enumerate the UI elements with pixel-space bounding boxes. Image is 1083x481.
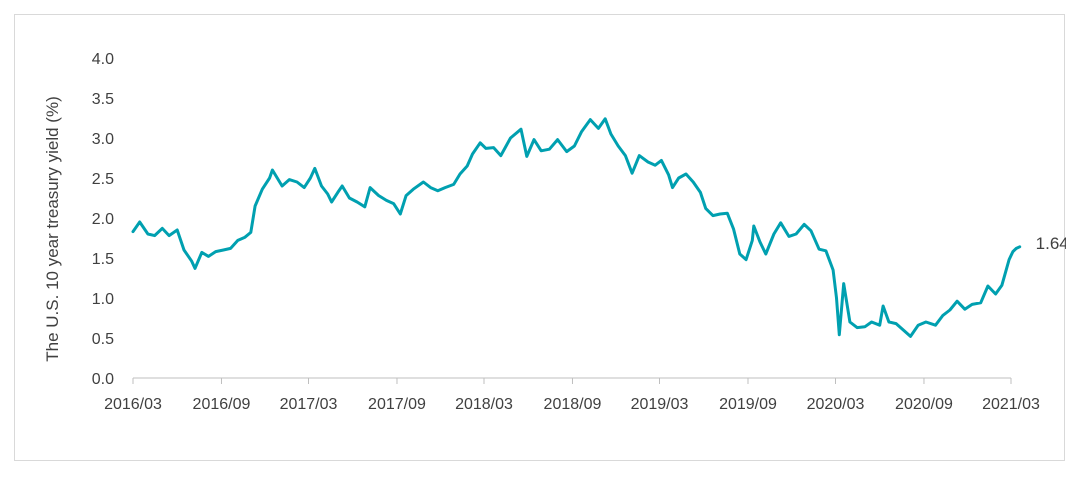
- series-group: [131, 117, 1022, 338]
- x-tick-label: 2020/03: [807, 396, 865, 413]
- y-axis: 0.0 0.5 1.0 1.5 2.0 2.5 3.0 3.5 4.0: [92, 51, 114, 388]
- y-tick-label: 1.0: [92, 291, 114, 308]
- x-tick-label: 2016/09: [193, 396, 251, 413]
- y-tick-label: 4.0: [92, 51, 114, 68]
- y-tick-label: 0.5: [92, 331, 114, 348]
- x-tick-label: 2021/03: [982, 396, 1040, 413]
- x-tick-label: 2019/09: [719, 396, 777, 413]
- y-tick-label: 1.5: [92, 251, 114, 268]
- y-tick-label: 2.0: [92, 211, 114, 228]
- y-axis-title: The U.S. 10 year treasury yield (%): [43, 96, 62, 361]
- x-tick-label: 2018/09: [544, 396, 602, 413]
- x-tick-label: 2016/03: [104, 396, 162, 413]
- x-tick-label: 2017/03: [280, 396, 338, 413]
- y-tick-label: 0.0: [92, 371, 114, 388]
- series-line: [131, 117, 1022, 338]
- y-tick-label: 3.0: [92, 131, 114, 148]
- y-tick-label: 3.5: [92, 91, 114, 108]
- end-value-label: 1.64: [1036, 234, 1066, 253]
- chart-frame: The U.S. 10 year treasury yield (%) 0.0 0…: [14, 14, 1066, 461]
- x-tick-label: 2020/09: [895, 396, 953, 413]
- x-tick-label: 2017/09: [368, 396, 426, 413]
- x-tick-label: 2019/03: [631, 396, 689, 413]
- line-chart: The U.S. 10 year treasury yield (%) 0.00…: [43, 51, 1066, 413]
- y-tick-label: 2.5: [92, 171, 114, 188]
- x-axis: 2016/03 2016/09 2017/03 2017/09 2018/03 2018/…: [104, 377, 1040, 413]
- x-tick-label: 2018/03: [455, 396, 513, 413]
